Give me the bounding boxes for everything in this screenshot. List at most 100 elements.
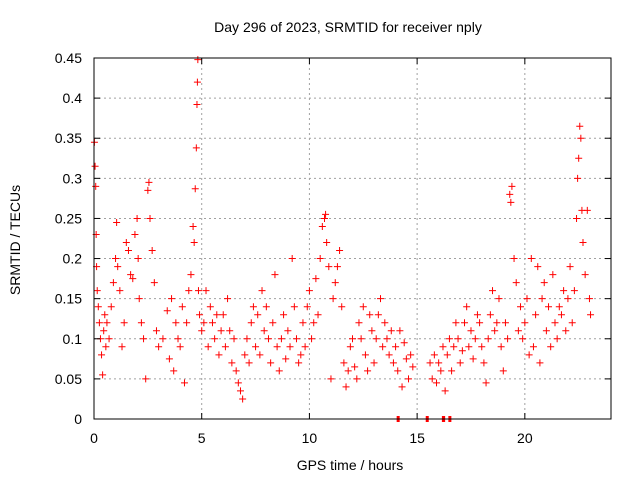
data-point <box>163 307 171 315</box>
data-point <box>581 271 589 279</box>
data-point <box>514 327 522 335</box>
data-point <box>368 327 376 335</box>
data-point <box>448 367 456 375</box>
data-point <box>193 101 201 109</box>
data-point <box>301 343 309 351</box>
data-point <box>538 295 546 303</box>
data-point <box>327 375 335 383</box>
data-point <box>394 367 402 375</box>
data-point <box>152 327 160 335</box>
data-point <box>191 185 199 193</box>
data-point <box>547 343 555 351</box>
data-point <box>105 335 113 343</box>
data-point <box>553 335 561 343</box>
data-point <box>333 263 341 271</box>
data-point <box>557 311 565 319</box>
data-point <box>144 186 152 194</box>
data-point <box>99 371 107 379</box>
data-point <box>134 255 142 263</box>
data-point <box>91 162 99 170</box>
data-point <box>357 335 365 343</box>
data-point <box>277 335 285 343</box>
data-point <box>329 295 337 303</box>
data-point <box>478 343 486 351</box>
data-point <box>262 303 270 311</box>
data-point <box>140 335 148 343</box>
data-point <box>461 319 469 327</box>
data-point <box>325 263 333 271</box>
data-point <box>529 343 537 351</box>
data-point <box>190 239 198 247</box>
data-point <box>305 287 313 295</box>
data-point <box>264 335 272 343</box>
data-point <box>579 239 587 247</box>
data-point <box>351 363 359 371</box>
data-point <box>560 287 568 295</box>
data-point <box>458 347 466 355</box>
x-tick-label: 10 <box>302 430 318 446</box>
data-point <box>236 387 244 395</box>
data-point <box>437 367 445 375</box>
data-point <box>206 303 214 311</box>
data-point <box>577 134 585 142</box>
chart-title: Day 296 of 2023, SRMTID for receiver npl… <box>214 19 482 35</box>
data-point <box>221 343 229 351</box>
data-point <box>532 311 540 319</box>
data-point <box>361 351 369 359</box>
data-point <box>267 359 275 367</box>
data-point <box>407 351 415 359</box>
data-point <box>112 255 120 263</box>
data-point <box>150 279 158 287</box>
data-point <box>256 351 264 359</box>
data-point <box>576 122 584 130</box>
data-point <box>435 359 443 367</box>
data-point <box>170 367 178 375</box>
data-point <box>228 359 236 367</box>
data-point <box>202 287 210 295</box>
data-point <box>430 351 438 359</box>
data-point <box>145 178 153 186</box>
data-point <box>349 335 356 343</box>
data-point <box>549 271 557 279</box>
data-point <box>107 303 115 311</box>
data-point <box>135 295 143 303</box>
data-point <box>308 335 316 343</box>
data-point <box>493 319 501 327</box>
data-point <box>101 311 109 319</box>
data-point <box>463 303 471 311</box>
data-point <box>303 303 311 311</box>
data-point <box>377 295 385 303</box>
data-point <box>98 351 106 359</box>
data-point <box>501 319 509 327</box>
data-point <box>230 335 238 343</box>
data-point <box>480 359 488 367</box>
data-point <box>102 343 110 351</box>
x-axis-label: GPS time / hours <box>297 457 404 473</box>
plot-frame <box>93 57 612 420</box>
data-point <box>318 222 326 230</box>
data-point <box>323 239 331 247</box>
data-point <box>383 335 391 343</box>
data-point <box>344 367 352 375</box>
data-point <box>120 319 128 327</box>
x-tick-label: 20 <box>517 430 533 446</box>
data-point <box>476 319 484 327</box>
data-point <box>211 335 219 343</box>
y-tick-label: 0.2 <box>63 251 83 267</box>
data-point <box>234 379 242 387</box>
data-point <box>428 375 436 383</box>
data-point <box>275 367 283 375</box>
data-point <box>137 319 145 327</box>
data-point <box>342 383 350 391</box>
data-point <box>168 295 176 303</box>
data-point <box>454 335 462 343</box>
data-point <box>215 351 223 359</box>
data-point <box>176 343 184 351</box>
data-point <box>118 343 126 351</box>
data-point <box>542 327 550 335</box>
data-point <box>180 379 188 387</box>
data-point <box>241 351 249 359</box>
data-point <box>273 343 281 351</box>
data-point <box>469 355 477 363</box>
